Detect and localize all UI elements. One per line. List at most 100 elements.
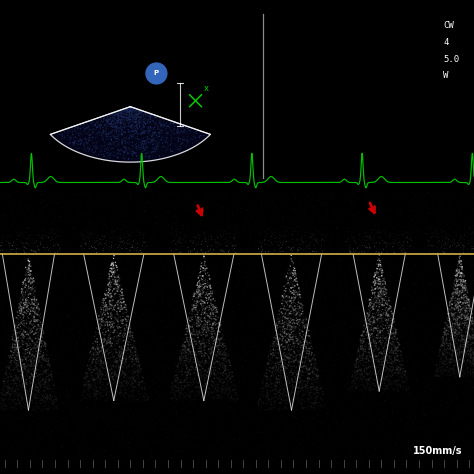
Point [18,396,26,403]
Point [36,222,44,230]
Point [157,222,164,230]
Point [31,284,38,292]
Point [120,112,128,120]
Point [456,295,464,303]
Point [100,220,108,228]
Point [16,382,24,389]
Point [291,355,298,362]
Point [191,303,199,311]
Point [301,310,309,318]
Point [29,225,37,232]
Point [352,376,360,384]
Point [158,120,166,128]
Point [127,103,135,111]
Point [179,346,187,354]
Point [336,230,344,238]
Point [458,362,466,370]
Point [224,206,232,214]
Point [384,355,392,362]
Point [81,393,88,401]
Point [295,309,303,317]
Point [28,422,36,429]
Point [447,354,455,362]
Point [384,377,392,385]
Point [303,376,311,383]
Point [456,370,464,377]
Point [28,312,36,320]
Point [466,344,474,352]
Point [386,312,394,320]
Point [350,246,357,253]
Point [109,272,117,279]
Point [190,322,198,329]
Point [9,385,17,392]
Point [26,278,34,286]
Point [180,399,187,407]
Point [214,243,221,250]
Point [456,350,464,358]
Point [88,234,96,242]
Point [24,415,31,422]
Point [253,328,260,336]
Point [9,242,16,249]
Point [239,260,247,268]
Point [441,356,449,363]
Point [22,403,29,411]
Point [310,378,317,385]
Point [92,256,100,264]
Point [34,318,42,325]
Point [388,330,395,338]
Point [129,396,137,404]
Point [245,410,253,418]
Point [341,219,348,227]
Point [122,357,129,365]
Point [103,389,110,397]
Point [20,403,28,411]
Point [111,338,118,346]
Point [123,376,130,383]
Point [207,228,214,235]
Point [294,291,302,298]
Point [295,395,302,402]
Point [448,232,456,240]
Point [113,276,120,283]
Point [396,375,404,383]
Point [41,384,49,392]
Point [304,452,312,459]
Point [455,322,462,330]
Point [38,331,46,339]
Point [93,392,101,400]
Point [96,379,104,386]
Point [48,228,55,236]
Point [7,246,15,254]
Point [458,260,465,268]
Point [276,315,283,322]
Point [299,368,307,376]
Point [13,398,20,405]
Point [288,257,296,265]
Point [156,118,164,126]
Point [365,335,373,342]
Point [59,374,67,381]
Point [365,369,373,376]
Point [202,242,210,249]
Point [293,279,301,286]
Point [439,340,447,348]
Point [466,303,474,310]
Point [18,381,25,388]
Point [53,312,60,320]
Point [232,436,239,444]
Point [141,121,149,129]
Point [219,371,227,378]
Point [254,297,261,305]
Point [41,403,48,411]
Point [129,361,137,368]
Point [453,309,461,317]
Point [241,226,249,234]
Point [170,374,178,381]
Point [359,335,366,343]
Point [467,354,474,362]
Point [103,291,110,299]
Point [218,394,226,402]
Point [201,339,209,347]
